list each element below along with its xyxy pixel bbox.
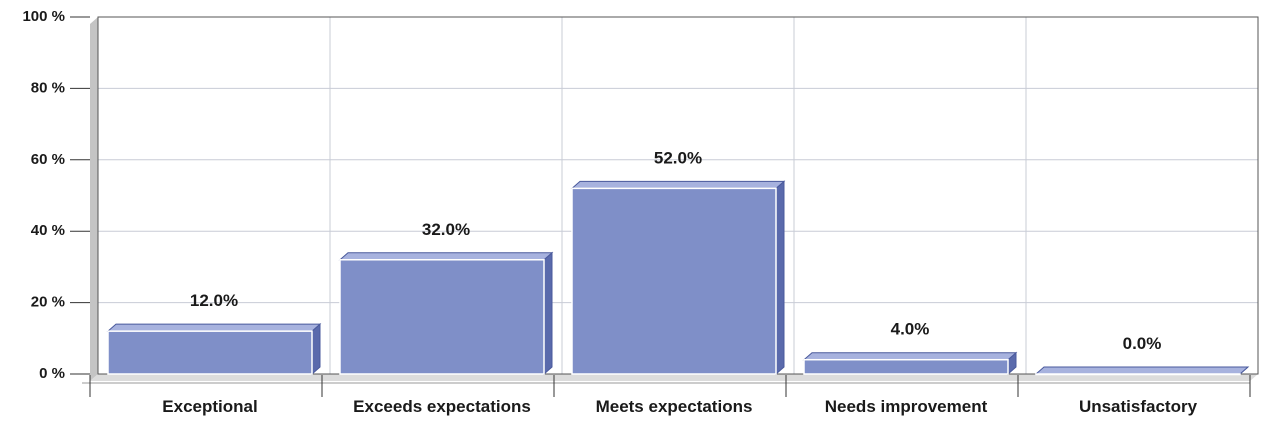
- y-tick-label: 60 %: [31, 151, 65, 168]
- bar-top: [106, 323, 322, 332]
- y-tick-label: 40 %: [31, 222, 65, 239]
- left-wall: [90, 17, 98, 381]
- data-label: 12.0%: [190, 291, 238, 310]
- x-category-label: Unsatisfactory: [1079, 397, 1198, 416]
- bar-top: [802, 352, 1018, 361]
- bars: [106, 180, 1250, 376]
- x-category-label: Exceptional: [162, 397, 257, 416]
- x-axis: Exceptional Exceeds expectations Meets exp…: [82, 375, 1251, 416]
- x-category-label: Exceeds expectations: [353, 397, 531, 416]
- bar-top: [570, 180, 786, 189]
- bar-top: [1034, 366, 1250, 375]
- bar: [570, 180, 786, 376]
- data-label: 32.0%: [422, 220, 470, 239]
- bar-front: [339, 259, 545, 375]
- bar-side: [311, 323, 321, 376]
- data-labels: 12.0% 32.0% 52.0% 4.0% 0.0%: [190, 148, 1161, 353]
- y-tick-label: 100 %: [22, 8, 65, 25]
- bar: [106, 323, 322, 376]
- bar-front: [107, 330, 313, 375]
- bar-front: [571, 187, 777, 375]
- bar-side: [775, 180, 785, 376]
- bar: [338, 251, 554, 376]
- data-label: 52.0%: [654, 148, 702, 167]
- bar-front: [1035, 373, 1241, 376]
- y-tick-label: 0 %: [39, 365, 65, 382]
- x-category-label: Needs improvement: [825, 397, 988, 416]
- x-category-label: Meets expectations: [596, 397, 753, 416]
- data-label: 4.0%: [891, 320, 930, 339]
- floor: [90, 374, 1258, 381]
- data-label: 0.0%: [1123, 334, 1162, 353]
- y-tick-label: 20 %: [31, 294, 65, 311]
- y-axis: 0 % 20 % 40 % 60 % 80 % 100 %: [22, 8, 90, 382]
- bar: [1034, 366, 1250, 376]
- bar-front: [803, 358, 1009, 375]
- y-tick-label: 80 %: [31, 79, 65, 96]
- bar-top: [338, 252, 554, 261]
- bar-side: [543, 251, 553, 376]
- bar: [802, 351, 1018, 376]
- chart-wall: [90, 17, 1258, 381]
